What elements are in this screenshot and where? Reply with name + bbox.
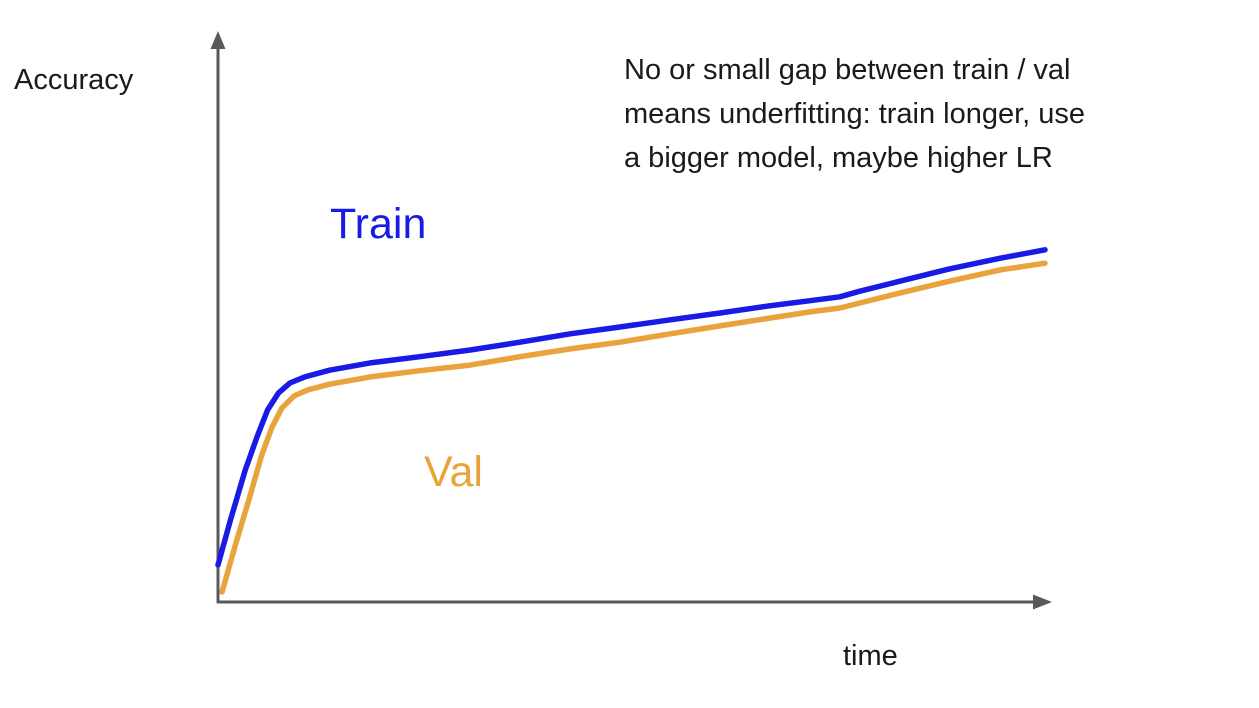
y-axis-arrow-icon (210, 31, 226, 49)
val-label: Val (424, 448, 483, 496)
x-axis-arrow-icon (1033, 594, 1052, 610)
annotation-line-2: means underfitting: train longer, use (624, 98, 1086, 131)
train-curve (215, 247, 1048, 568)
y-axis-label: Accuracy (14, 64, 134, 96)
val-curve (219, 260, 1048, 595)
x-axis-label: time (843, 640, 898, 672)
annotation-line-3: a bigger model, maybe higher LR (624, 142, 1053, 175)
annotation-line-1: No or small gap between train / val (624, 54, 1071, 86)
train-label: Train (330, 200, 427, 248)
underfitting-annotation: No or small gap between train / val mean… (624, 48, 1085, 180)
